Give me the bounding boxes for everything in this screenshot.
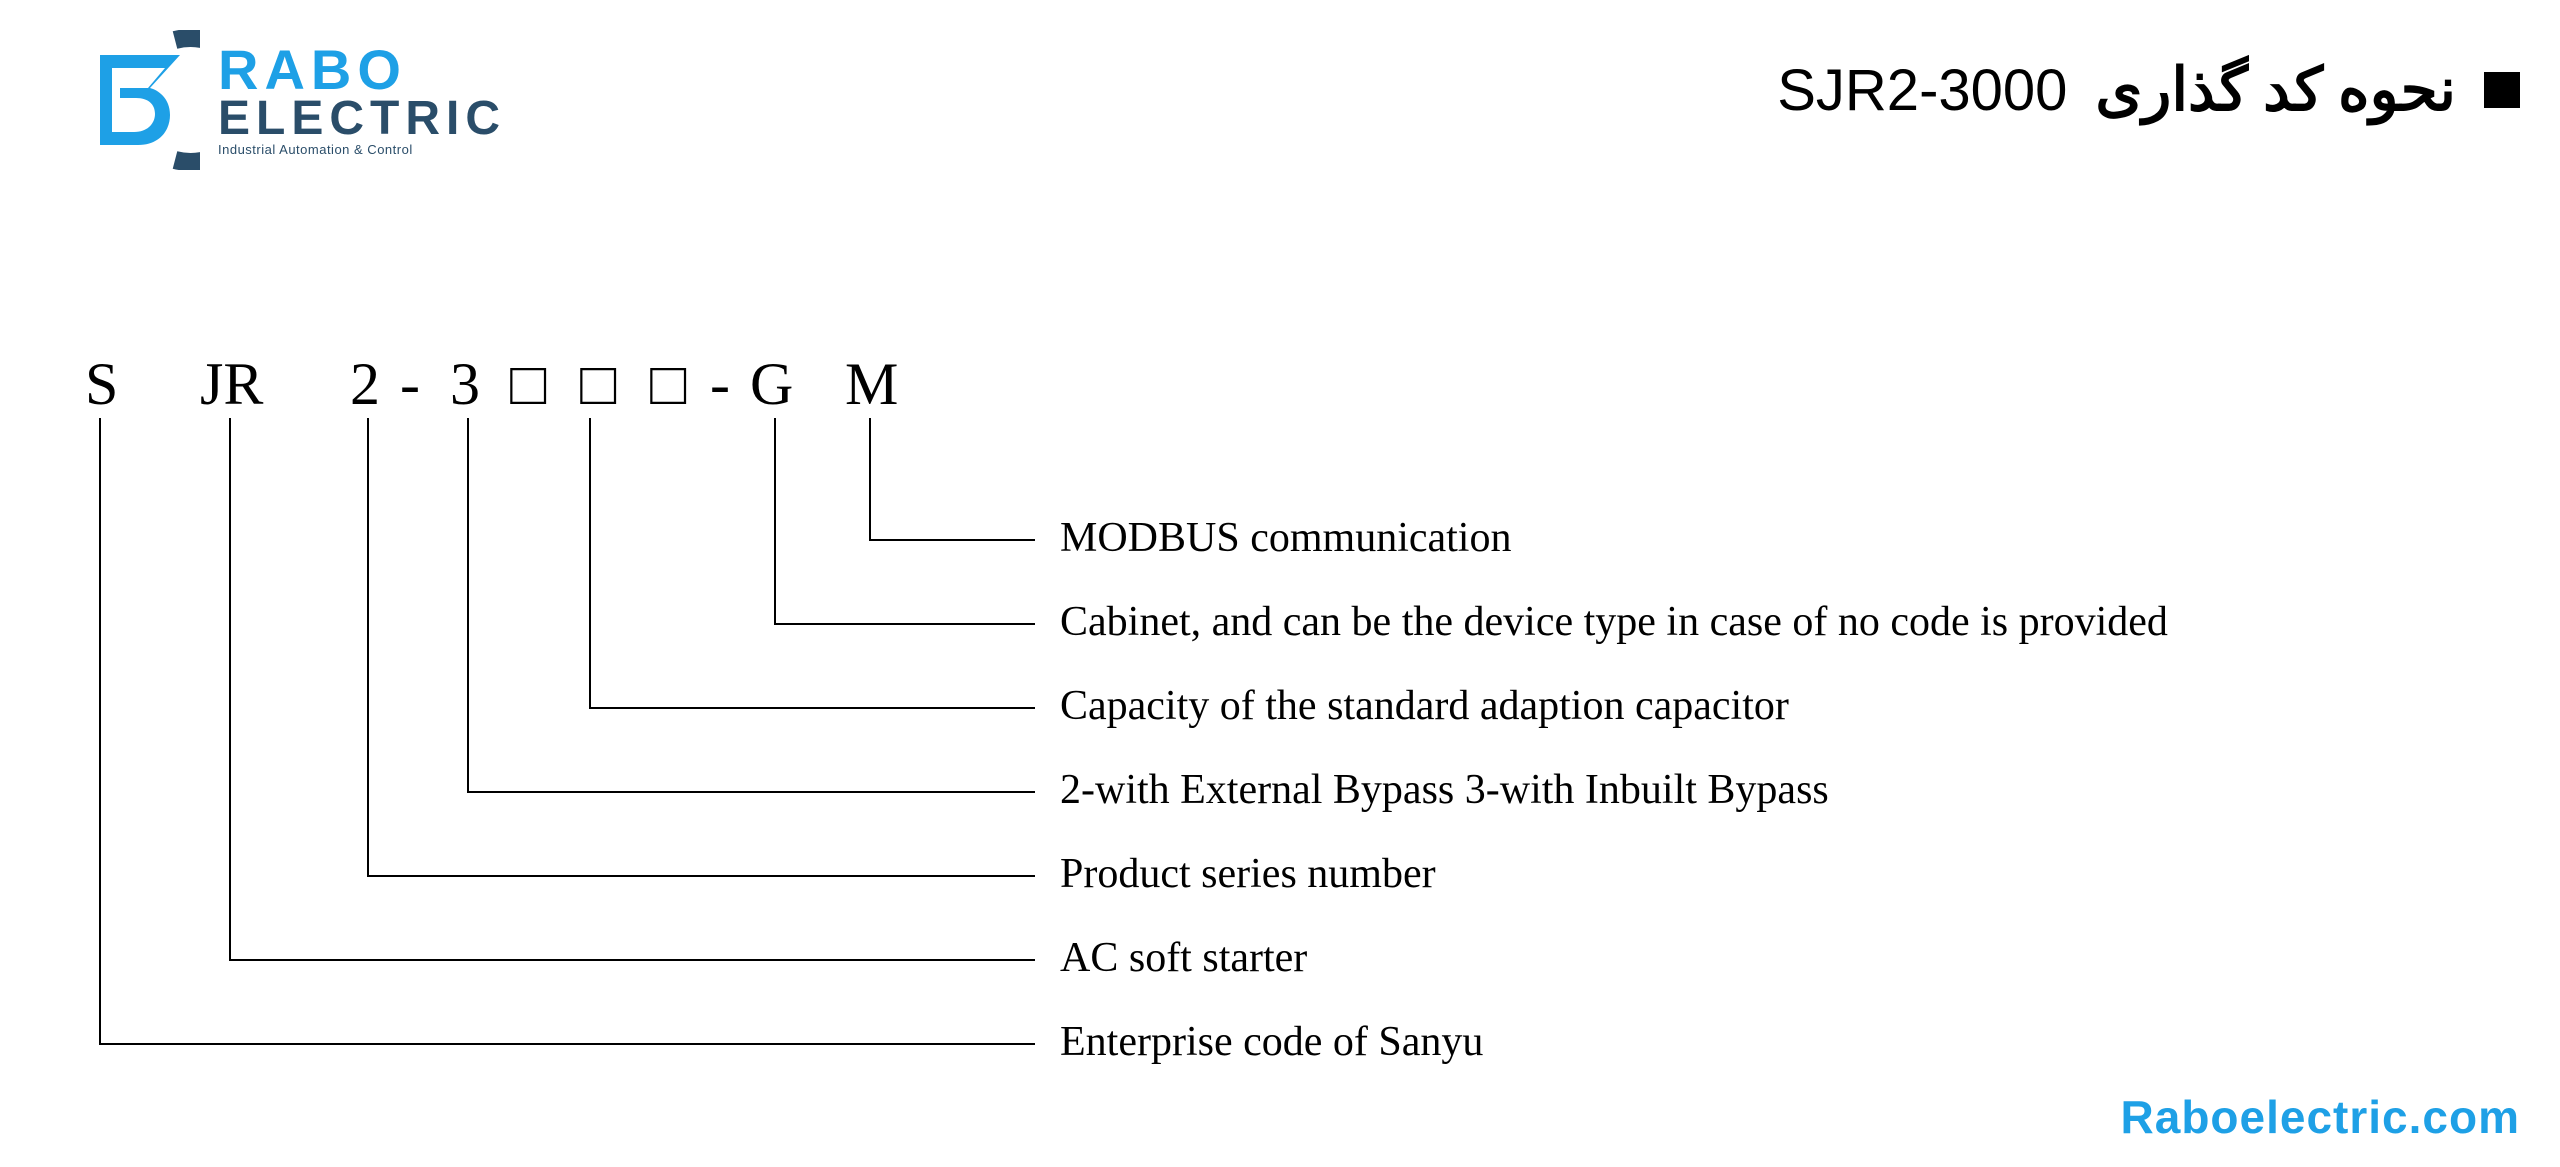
- desc-series: Product series number: [1060, 850, 1436, 898]
- desc-acsoft: AC soft starter: [1060, 934, 1307, 982]
- desc-cabinet: Cabinet, and can be the device type in c…: [1060, 598, 2168, 646]
- watermark: Raboelectric.com: [2121, 1090, 2520, 1144]
- desc-bypass: 2-with External Bypass 3-with Inbuilt By…: [1060, 766, 1829, 814]
- desc-sanyu: Enterprise code of Sanyu: [1060, 1018, 1483, 1066]
- desc-modbus: MODBUS communication: [1060, 514, 1511, 562]
- desc-capacity: Capacity of the standard adaption capaci…: [1060, 682, 1789, 730]
- connector-lines: [0, 0, 2560, 1167]
